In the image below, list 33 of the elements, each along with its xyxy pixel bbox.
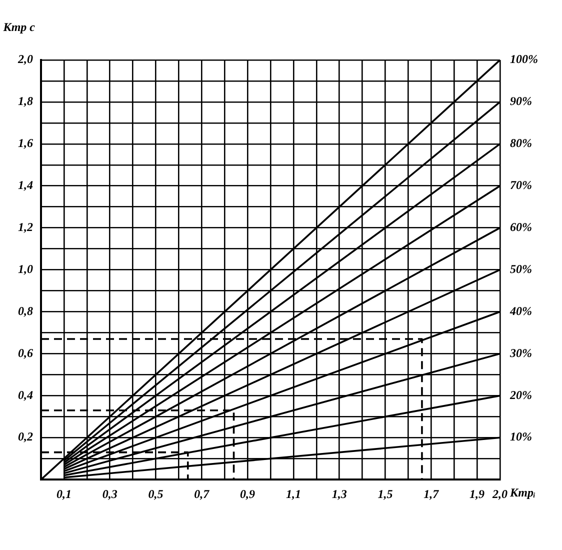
series-label: 10% <box>510 430 532 444</box>
series-label: 30% <box>509 346 532 360</box>
x-tick-label: 2,0 <box>492 486 508 501</box>
x-tick-label: 1,9 <box>470 486 485 501</box>
y-tick-label: 0,2 <box>18 430 33 444</box>
series-label: 50% <box>510 262 532 276</box>
y-tick-label: 1,2 <box>18 220 33 234</box>
y-tick-label: 0,4 <box>18 388 33 402</box>
y-tick-label: 2,0 <box>17 52 33 66</box>
series-label: 20% <box>509 388 532 402</box>
y-tick-label: 1,0 <box>18 262 33 276</box>
series-label: 100% <box>510 52 538 66</box>
x-axis-title: Ктрᵢ <box>509 486 536 500</box>
x-tick-label: 1,1 <box>286 486 301 501</box>
series-label: 70% <box>510 178 532 192</box>
series-label: 60% <box>510 220 532 234</box>
y-tick-label: 1,8 <box>18 94 33 108</box>
x-tick-label: 1,5 <box>378 486 393 501</box>
y-axis-title: Ктр с <box>2 20 36 34</box>
y-tick-label: 1,6 <box>18 136 33 150</box>
y-tick-label: 0,6 <box>18 346 33 360</box>
x-tick-label: 1,7 <box>424 486 440 501</box>
x-tick-label: 0,5 <box>148 486 164 501</box>
x-tick-label: 0,1 <box>56 486 72 501</box>
y-tick-label: 1,4 <box>18 178 33 192</box>
x-tick-label: 0,9 <box>240 486 256 501</box>
x-tick-label: 0,3 <box>102 486 118 501</box>
series-label: 40% <box>509 304 532 318</box>
y-tick-label: 0,8 <box>18 304 33 318</box>
series-label: 90% <box>510 94 532 108</box>
x-tick-label: 1,3 <box>332 486 347 501</box>
series-label: 80% <box>510 136 532 150</box>
x-tick-label: 0,7 <box>194 486 210 501</box>
